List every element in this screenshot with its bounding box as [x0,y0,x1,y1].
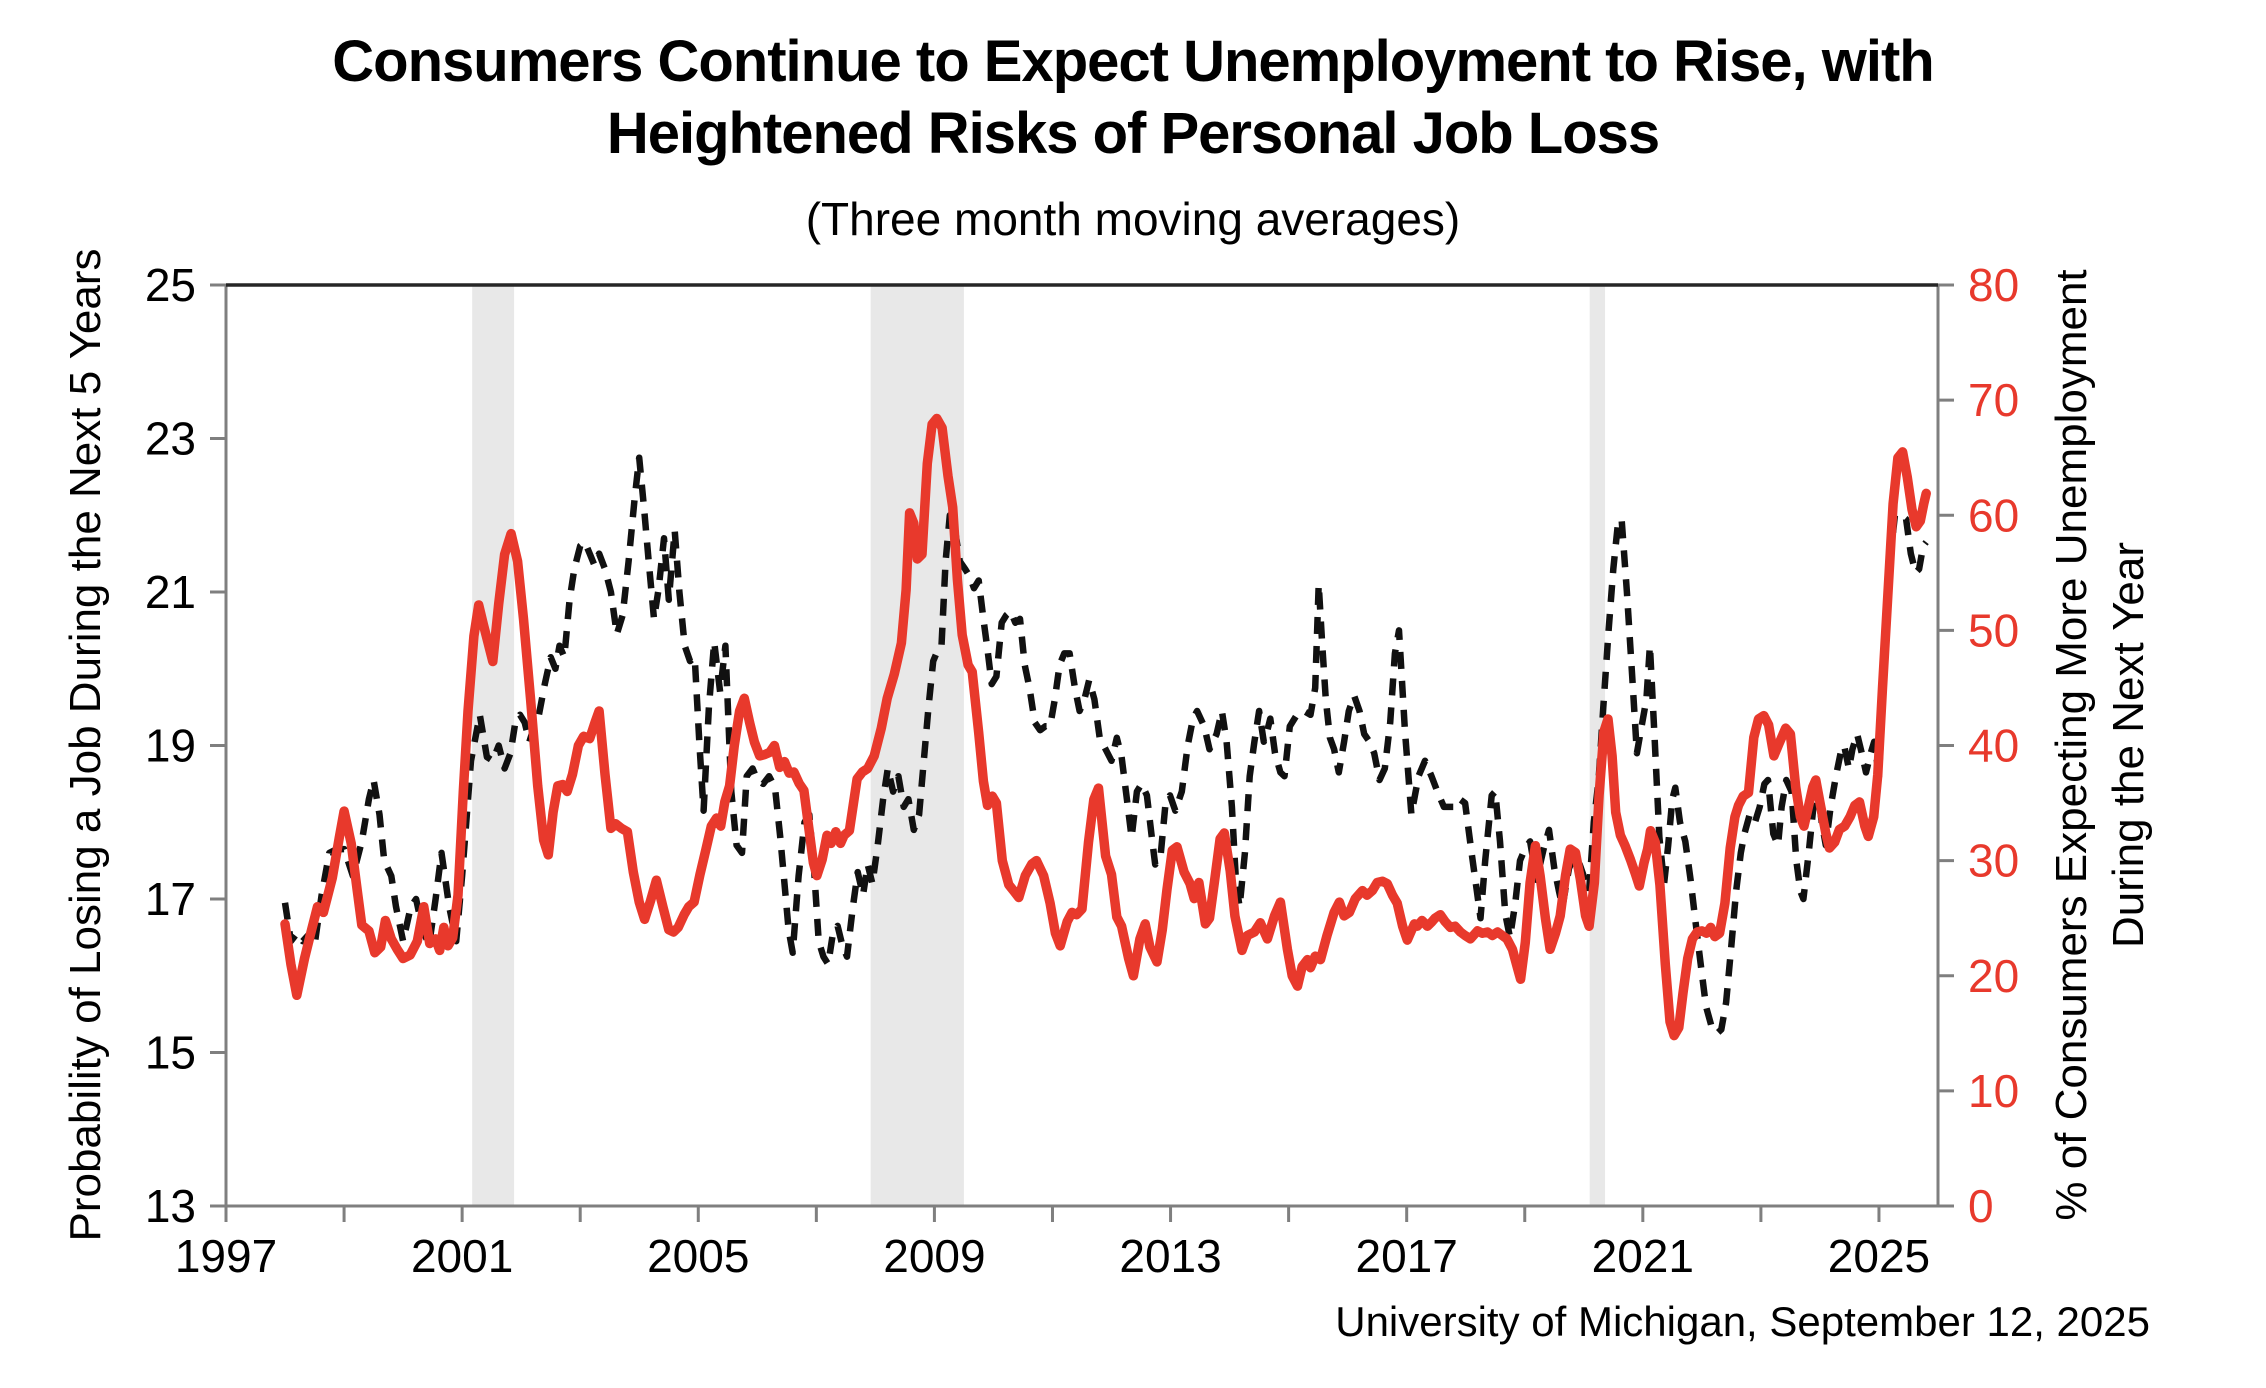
right-tick-label: 40 [1968,720,2019,772]
source-citation: University of Michigan, September 12, 20… [1335,1298,2150,1345]
x-tick-label: 2009 [883,1230,985,1282]
x-tick-label: 2017 [1356,1230,1458,1282]
left-tick-label: 17 [145,873,196,925]
x-tick-label: 2025 [1828,1230,1930,1282]
right-tick-label: 70 [1968,374,2019,426]
series-line-expecting-more-unemployment [280,413,1931,1041]
chart-subtitle: (Three month moving averages) [805,193,1461,245]
right-tick-label: 0 [1968,1180,1994,1232]
x-tick-label: 2005 [647,1230,749,1282]
recession-band [472,285,515,1206]
right-tick-label: 10 [1968,1065,2019,1117]
right-tick-label: 30 [1968,835,2019,887]
left-tick-label: 13 [145,1180,196,1232]
series-line-job-loss-probability [281,454,1929,1037]
left-tick-label: 19 [145,720,196,772]
left-tick-label: 21 [145,566,196,618]
right-tick-label: 80 [1968,259,2019,311]
right-tick-label: 20 [1968,950,2019,1002]
chart-title-line1: Consumers Continue to Expect Unemploymen… [332,29,1934,94]
recession-band [870,285,964,1206]
chart-title-line2: Heightened Risks of Personal Job Loss [606,100,1660,166]
x-tick-label: 1997 [175,1230,277,1282]
x-tick-label: 2013 [1119,1230,1221,1282]
x-tick-label: 2021 [1592,1230,1694,1282]
chart-title: Consumers Continue to Expect Unemploymen… [0,26,2266,170]
right-tick-label: 60 [1968,489,2019,541]
x-tick-label: 2001 [411,1230,513,1282]
left-tick-label: 23 [145,413,196,465]
right-tick-label: 50 [1968,604,2019,656]
recession-band [1589,285,1606,1206]
left-tick-label: 15 [145,1027,196,1079]
left-tick-label: 25 [145,259,196,311]
